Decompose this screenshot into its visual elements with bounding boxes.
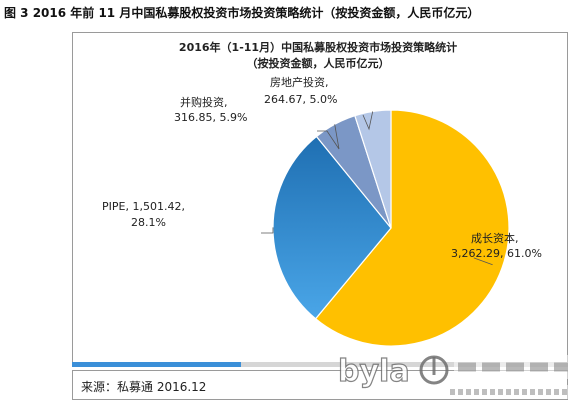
data-label-ma-name: 并购投资, — [180, 95, 228, 109]
chart-subtitle: （按投资金额，人民币亿元） — [247, 56, 390, 70]
data-label-growth-value: 3,262.29, 61.0% — [451, 247, 542, 260]
data-label-pipe-value: 28.1% — [131, 216, 166, 229]
data-label-realestate-name: 房地产投资, — [270, 75, 329, 89]
pie-chart: 2016年（1-11月）中国私募股权投资市场投资策略统计 （按投资金额，人民币亿… — [102, 40, 542, 347]
source-note: 来源：私募通 2016.12 — [81, 380, 207, 394]
leader-line — [362, 111, 374, 131]
leader-line — [261, 227, 274, 234]
data-label-realestate-value: 264.67, 5.0% — [264, 93, 337, 106]
data-label-growth-name: 成长资本, — [471, 231, 519, 245]
data-label-pipe-name: PIPE, 1,501.42, — [102, 200, 185, 213]
pie-slices — [272, 109, 510, 347]
leader-lines — [261, 111, 493, 266]
figure-caption: 图 3 2016 年前 11 月中国私募股权投资市场投资策略统计（按投资金额，人… — [4, 6, 480, 20]
chart-title: 2016年（1-11月）中国私募股权投资市场投资策略统计 — [179, 40, 457, 54]
data-label-ma-value: 316.85, 5.9% — [174, 111, 247, 124]
horizontal-scrollbar[interactable] — [72, 362, 568, 367]
leader-line — [473, 257, 493, 266]
pie-slice-growth-capital — [314, 109, 510, 347]
leader-line — [317, 124, 340, 150]
source-box: 来源：私募通 2016.12 — [72, 370, 568, 400]
chart-frame: 2016年（1-11月）中国私募股权投资市场投资策略统计 （按投资金额，人民币亿… — [72, 32, 568, 367]
scrollbar-thumb[interactable] — [72, 362, 241, 367]
